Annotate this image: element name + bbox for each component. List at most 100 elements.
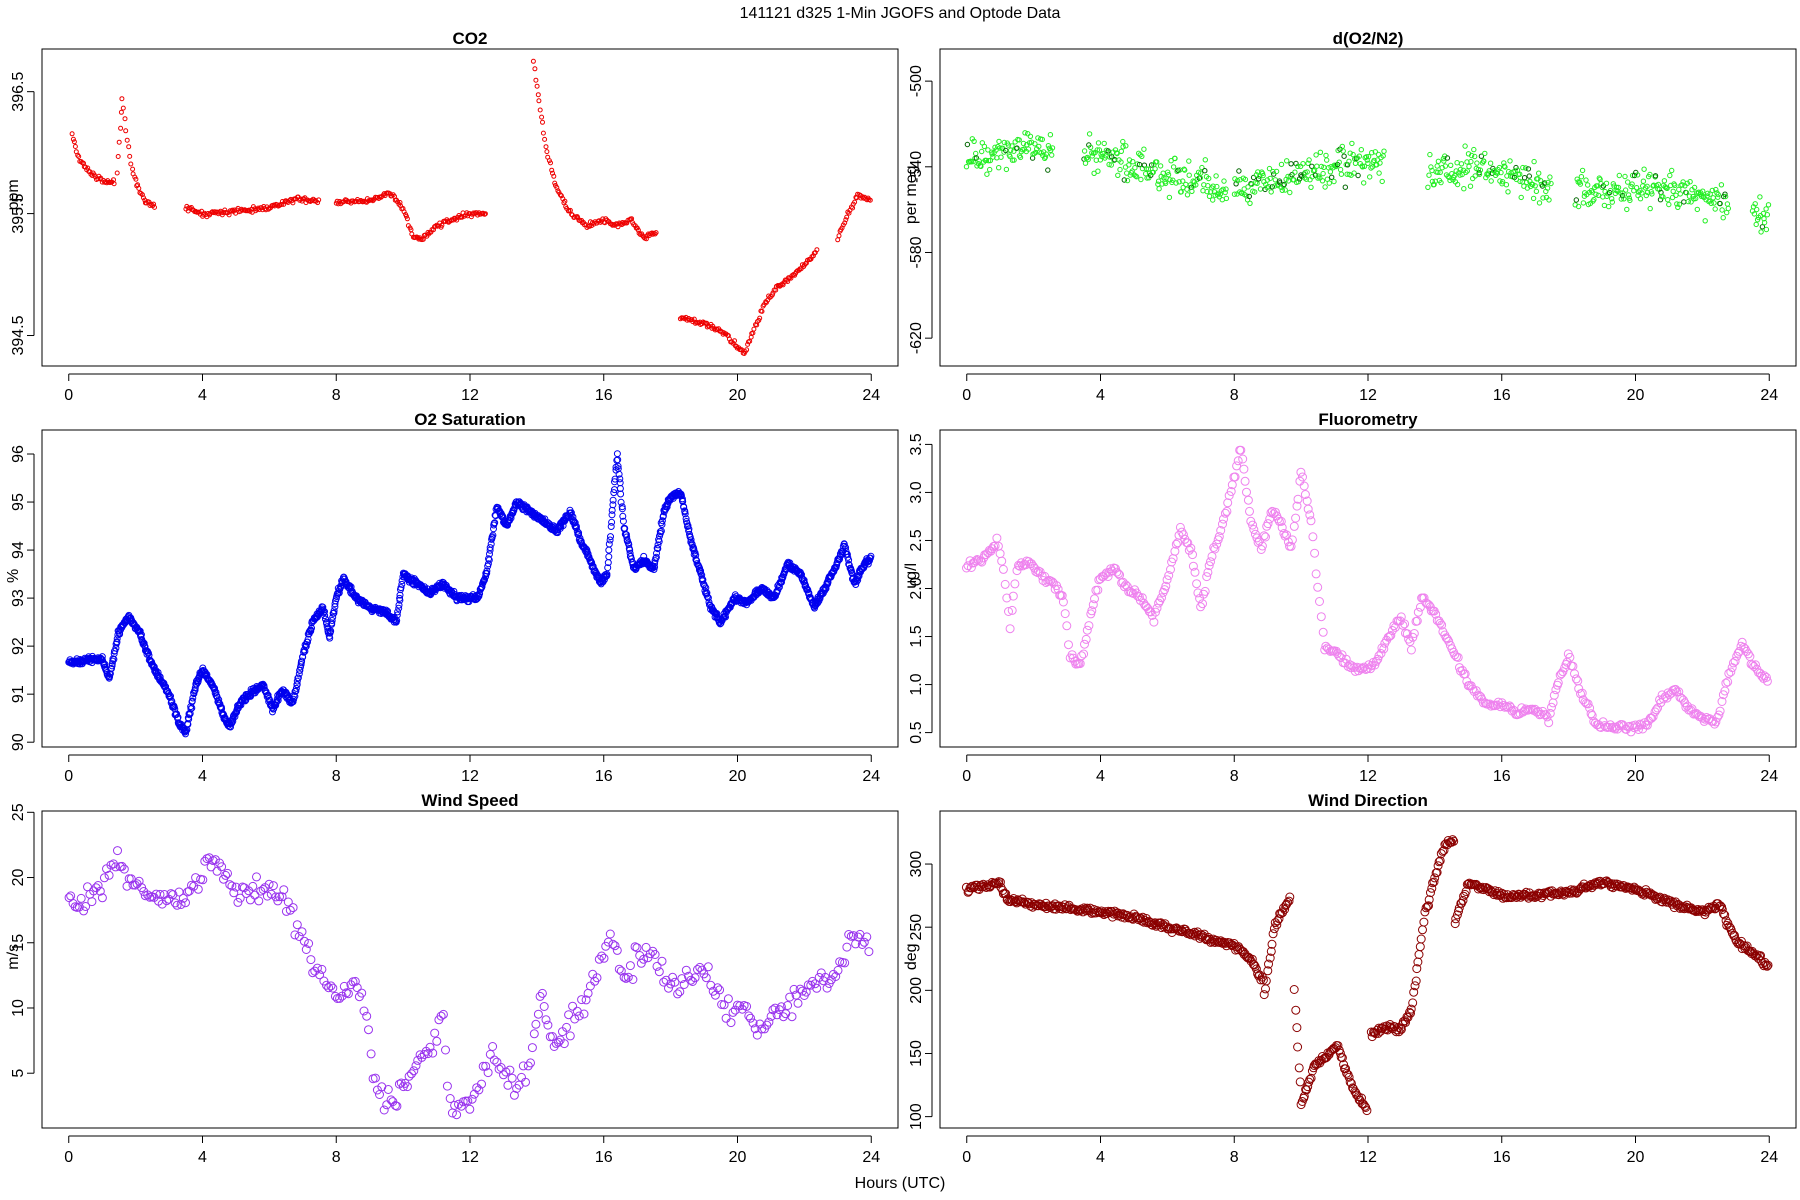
co2-y-tick-label: 395.5 [10,193,27,233]
d-o2-n2-point [1156,186,1162,192]
wind-speed-x-tick-label: 4 [198,1149,207,1166]
fluorometry-point [1233,456,1243,466]
fluorometry-point [1081,634,1091,644]
d-o2-n2-point [1578,174,1585,180]
wind-direction-x-tick-label: 20 [1627,1149,1645,1166]
wind-speed-point [864,947,874,957]
d-o2-n2-point [1593,191,1599,198]
d-o2-n2-point [1719,207,1725,213]
d-o2-n2-point [1327,169,1334,175]
co2-x-tick-label: 24 [862,387,880,404]
fluorometry-point [997,556,1007,566]
co2-point [751,326,757,332]
wind-direction-point [1414,950,1424,959]
wind-speed-point [744,1011,754,1021]
fluorometry-point [1223,498,1233,508]
d-o2-n2-point [1531,158,1537,165]
co2-point [403,213,409,219]
co2-point [534,83,540,89]
d-o2-n2-point [1454,160,1460,166]
d-o2-n2-point [1452,172,1458,179]
wind-speed-point [579,1009,589,1019]
o2-saturation-point [486,544,494,552]
d-o2-n2-point [1575,203,1582,210]
d-o2-n2-point [1579,167,1586,174]
co2-point [118,109,124,115]
d-o2-n2-point [1765,202,1772,208]
d-o2-n2-point [1725,205,1732,212]
co2-points [69,58,873,356]
o2-saturation-x-tick-label: 16 [595,768,613,785]
co2-point [540,130,546,136]
fluorometry-point [1240,476,1250,486]
d-o2-n2-x-axis: 0 4 8 12 16 20 24 [962,373,1778,404]
co2-point [397,200,403,205]
d-o2-n2-point [1700,193,1707,200]
wind-speed-y-tick-label: 20 [10,869,27,887]
d-o2-n2-point [1268,189,1274,195]
d-o2-n2-point [1441,158,1447,164]
d-o2-n2-point [1152,166,1158,172]
co2-plot-frame [41,48,899,367]
o2-saturation-point [292,684,300,692]
wind-direction-plot-frame [939,810,1797,1129]
d-o2-n2-point [1178,189,1184,195]
wind-speed-x-tick-label: 24 [862,1149,880,1166]
o2-saturation-point [189,694,197,702]
wind-speed-point [252,872,261,882]
d-o2-n2-point [1223,195,1230,202]
co2-point [744,347,750,353]
wind-direction-y-axis-label: deg [903,943,920,970]
fluorometry-point [1549,690,1559,700]
d-o2-n2-point [1123,143,1129,149]
co2-point [133,176,139,182]
fluorometry-point [1243,495,1253,505]
wind-direction-point [1291,1005,1301,1015]
d-o2-n2-point [1269,184,1276,190]
co2-y-axis-label: ppm [5,179,22,210]
co2-point [126,144,132,150]
d-o2-n2-point [1082,160,1089,166]
d-o2-n2-point [1466,163,1472,170]
d-o2-n2-point [1474,160,1480,166]
o2-saturation-point [395,604,403,612]
d-o2-n2-point [1311,167,1318,173]
wind-speed-point [721,1013,731,1023]
d-o2-n2-point [1454,181,1461,188]
d-o2-n2-point [1318,163,1325,170]
d-o2-n2-point [1036,143,1042,150]
wind-speed-point [703,962,713,972]
fluorometry-x-tick-label: 24 [1760,768,1778,785]
fluorometry-y-axis-label: ug/l [903,563,920,589]
d-o2-n2-point [1043,151,1050,157]
co2-point [852,199,858,205]
co2-point [543,144,549,150]
d-o2-n2-point [1280,182,1287,189]
d-o2-n2-point [1428,164,1434,170]
co2-point [653,230,659,236]
d-o2-n2-point [1700,188,1706,194]
o2-saturation-point [613,450,621,458]
fluorometry-point [1303,504,1313,514]
d-o2-n2-x-tick-label: 8 [1230,387,1239,404]
wind-direction-x-tick-label: 0 [962,1149,971,1166]
d-o2-n2-point [1222,189,1228,196]
d-o2-n2-point [1379,178,1385,185]
o2-saturation-point [101,660,109,668]
d-o2-n2-point [1250,174,1257,181]
o2-saturation-point [320,609,328,617]
fluorometry-y-tick-label: 1.5 [908,625,925,647]
d-o2-n2-point [1435,169,1441,176]
fluorometry-point [1062,621,1072,631]
co2-point [136,185,142,191]
wind-speed-point [326,981,336,991]
d-o2-n2-point [1502,164,1508,170]
co2-point [115,154,121,159]
d-o2-n2-point [1170,164,1177,170]
d-o2-n2-x-tick-label: 4 [1096,387,1105,404]
fluorometry-point [1296,467,1306,477]
co2-point [130,166,136,172]
d-o2-n2-point [1182,167,1188,173]
o2-saturation-point [212,688,220,696]
d-o2-n2-point [1444,155,1451,161]
